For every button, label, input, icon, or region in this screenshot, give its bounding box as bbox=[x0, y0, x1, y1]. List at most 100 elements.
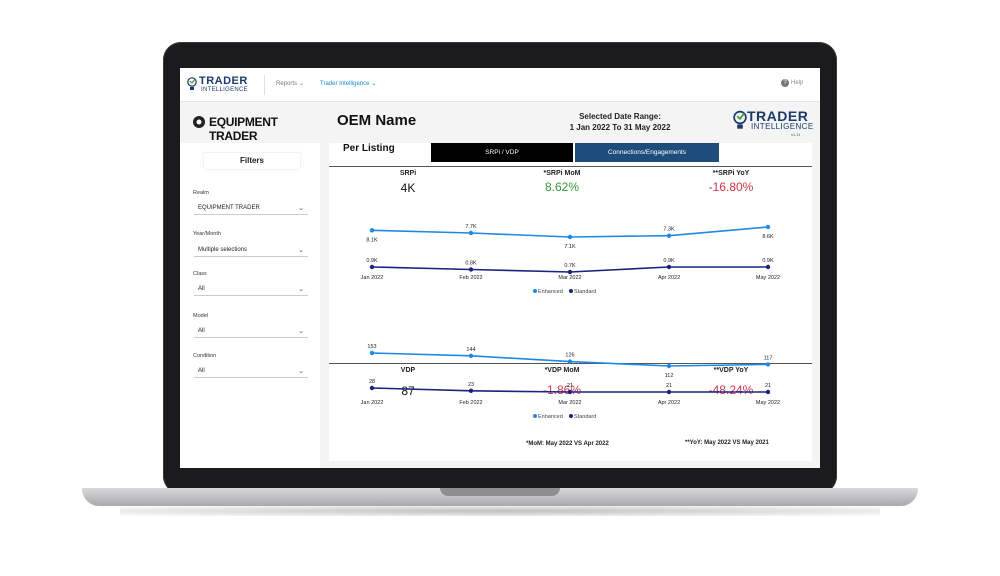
class-value: All bbox=[198, 286, 205, 292]
data-label: 23 bbox=[468, 382, 474, 388]
nav-trader-intelligence[interactable]: Trader Intelligence ⌄ bbox=[320, 80, 377, 87]
vdp-line-chart: 153 144 126 112 117 28 23 21 21 21 Jan 2022 Feb 202… bbox=[361, 344, 780, 420]
data-point[interactable] bbox=[567, 359, 573, 364]
gear-icon bbox=[193, 116, 205, 128]
legend-marker bbox=[569, 289, 573, 293]
realm-label: Realm bbox=[193, 190, 209, 196]
section-title: Per Listing bbox=[343, 143, 395, 154]
data-point[interactable] bbox=[666, 264, 672, 270]
yearmonth-select[interactable]: Multiple selections ⌄ bbox=[194, 244, 308, 257]
x-tick-label: Jan 2022 bbox=[361, 275, 384, 281]
x-tick-label: Mar 2022 bbox=[558, 275, 581, 281]
data-point[interactable] bbox=[765, 389, 771, 395]
footnote-yoy: **YoY: May 2022 VS May 2021 bbox=[685, 440, 769, 446]
data-label: 8.1K bbox=[366, 237, 378, 243]
date-range: Selected Date Range: 1 Jan 2022 To 31 Ma… bbox=[540, 111, 700, 133]
trader-intelligence-logo[interactable]: TRADER INTELLIGENCE bbox=[187, 75, 253, 95]
chevron-down-icon: ⌄ bbox=[371, 81, 377, 87]
data-point[interactable] bbox=[765, 224, 771, 230]
data-point[interactable] bbox=[666, 363, 672, 369]
data-label: 21 bbox=[567, 383, 573, 389]
srpi-label: SRPi bbox=[399, 170, 417, 177]
data-point[interactable] bbox=[468, 353, 474, 359]
page-title: OEM Name bbox=[337, 112, 417, 129]
data-point[interactable] bbox=[468, 230, 474, 236]
logo-text-trader: TRADER bbox=[747, 108, 809, 124]
x-tick-label: Feb 2022 bbox=[459, 400, 482, 406]
condition-select[interactable]: All ⌄ bbox=[194, 365, 308, 378]
srpi-mom-value: 8.62% bbox=[544, 180, 580, 194]
x-tick-label: Apr 2022 bbox=[658, 400, 680, 406]
legend-marker bbox=[533, 414, 537, 418]
top-nav: TRADER INTELLIGENCE Reports ⌄ Trader Inte… bbox=[180, 68, 820, 102]
data-label: 0.9K bbox=[366, 258, 378, 264]
data-label: 126 bbox=[565, 353, 574, 359]
help-label: Help bbox=[791, 80, 804, 86]
filters-title: Filters bbox=[204, 153, 300, 169]
x-tick-label: Apr 2022 bbox=[658, 275, 680, 281]
tab-connections-engagements[interactable]: Connections/Engagements bbox=[575, 143, 719, 162]
data-label: 7.7K bbox=[465, 224, 477, 230]
chevron-down-icon: ⌄ bbox=[298, 328, 304, 335]
data-point[interactable] bbox=[567, 389, 573, 395]
lightbulb-icon bbox=[733, 110, 747, 129]
data-label: 112 bbox=[665, 373, 674, 379]
x-tick-label: May 2022 bbox=[756, 275, 780, 281]
data-label: 8.6K bbox=[762, 234, 774, 240]
laptop-notch bbox=[440, 488, 560, 496]
model-select[interactable]: All ⌄ bbox=[194, 325, 308, 338]
logo-text-intelligence: INTELLIGENCE bbox=[751, 122, 814, 131]
nav-trader-intelligence-label: Trader Intelligence bbox=[320, 81, 370, 87]
data-point[interactable] bbox=[666, 389, 672, 395]
data-point[interactable] bbox=[468, 267, 474, 272]
x-tick-label: Feb 2022 bbox=[459, 275, 482, 281]
class-select[interactable]: All ⌄ bbox=[194, 283, 308, 296]
srpi-mom-label: *SRPi MoM bbox=[543, 170, 581, 177]
divider bbox=[329, 166, 812, 167]
nav-reports-label: Reports bbox=[276, 81, 298, 87]
data-point[interactable] bbox=[765, 264, 771, 270]
legend-marker bbox=[569, 414, 573, 418]
data-label: 0.8K bbox=[465, 261, 477, 267]
tab-srpi-vdp[interactable]: SRPi / VDP bbox=[431, 143, 573, 162]
yearmonth-value: Multiple selections bbox=[198, 247, 248, 253]
srpi-yoy-label: **SRPi YoY bbox=[712, 170, 750, 177]
data-point[interactable] bbox=[369, 228, 375, 233]
srpi-line-chart: 8.1K 7.7K 7.1K 7.3K 8.6K 0.9K 0.8K 0.7K 0.9K 0.9K… bbox=[361, 224, 780, 295]
data-point[interactable] bbox=[765, 362, 771, 367]
condition-label: Condition bbox=[193, 353, 217, 359]
laptop-base bbox=[82, 488, 918, 506]
data-point[interactable] bbox=[666, 233, 672, 238]
realm-select[interactable]: EQUIPMENT TRADER ⌄ bbox=[194, 202, 308, 215]
x-tick-label: Mar 2022 bbox=[558, 400, 581, 406]
data-label: 117 bbox=[764, 355, 773, 361]
data-point[interactable] bbox=[369, 264, 375, 270]
brand-name: EQUIPMENT TRADER bbox=[209, 115, 278, 143]
chevron-down-icon: ⌄ bbox=[299, 81, 305, 87]
yearmonth-label: Year/Month bbox=[193, 231, 221, 237]
data-point[interactable] bbox=[369, 385, 375, 391]
data-point[interactable] bbox=[567, 234, 573, 240]
legend-label: Enhanced bbox=[538, 414, 563, 420]
class-label: Class bbox=[193, 271, 207, 277]
footnote-mom: *MoM: May 2022 VS Apr 2022 bbox=[526, 441, 609, 447]
help-button[interactable]: ? Help bbox=[781, 79, 803, 87]
srpi-value: 4K bbox=[400, 181, 416, 195]
date-range-label: Selected Date Range: bbox=[579, 112, 661, 121]
laptop-shadow bbox=[120, 506, 880, 516]
help-icon: ? bbox=[781, 79, 789, 87]
chevron-down-icon: ⌄ bbox=[298, 286, 304, 293]
vdp-value: 87 bbox=[401, 384, 415, 398]
data-point[interactable] bbox=[369, 350, 375, 356]
data-point[interactable] bbox=[567, 269, 573, 275]
chevron-down-icon: ⌄ bbox=[298, 205, 304, 212]
nav-divider bbox=[264, 75, 265, 95]
data-point[interactable] bbox=[468, 388, 474, 394]
vdp-mom-label: *VDP MoM bbox=[544, 367, 580, 374]
vdp-yoy-label: **VDP YoY bbox=[713, 367, 749, 374]
legend-marker bbox=[533, 289, 537, 293]
nav-reports[interactable]: Reports ⌄ bbox=[276, 80, 304, 87]
legend-label: Standard bbox=[574, 289, 596, 295]
data-label: 21 bbox=[666, 383, 672, 389]
data-label: 144 bbox=[466, 347, 475, 353]
